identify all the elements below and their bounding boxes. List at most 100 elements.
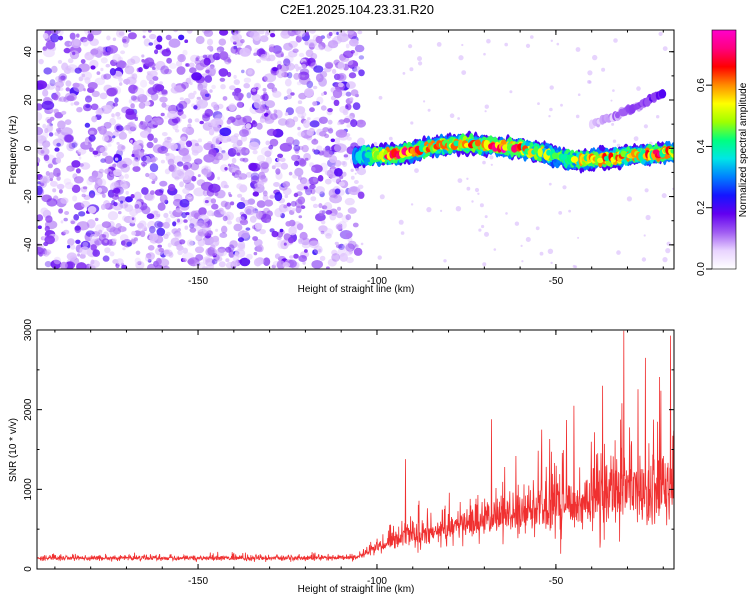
noise-blob <box>300 178 310 187</box>
noise-blob <box>345 105 349 110</box>
track-point <box>453 140 460 147</box>
noise-blob <box>284 78 292 87</box>
noise-speck <box>457 117 460 120</box>
noise-blob <box>306 129 315 136</box>
noise-blob <box>122 42 129 48</box>
noise-blob <box>226 220 232 225</box>
noise-blob <box>78 156 82 160</box>
noise-speck <box>457 178 463 184</box>
noise-blob <box>211 101 218 108</box>
noise-blob <box>42 46 48 52</box>
noise-blob <box>114 97 119 103</box>
noise-blob <box>118 211 122 215</box>
noise-blob <box>73 38 80 46</box>
noise-speck <box>402 72 406 75</box>
noise-blob <box>44 261 52 268</box>
noise-blob <box>234 170 242 175</box>
noise-speck <box>461 43 464 47</box>
noise-blob <box>301 112 307 117</box>
noise-blob <box>318 248 322 253</box>
noise-blob <box>142 30 147 33</box>
noise-blob <box>315 186 325 195</box>
track-point <box>658 89 667 99</box>
noise-blob <box>239 184 248 193</box>
noise-blob <box>44 225 50 232</box>
noise-blob <box>204 200 209 204</box>
noise-blob <box>64 211 70 215</box>
noise-blob <box>133 149 145 158</box>
noise-blob <box>102 193 106 198</box>
noise-blob <box>309 120 320 128</box>
noise-speck <box>484 215 488 219</box>
noise-blob <box>337 121 341 126</box>
noise-speck <box>656 115 660 119</box>
noise-speck <box>377 255 382 260</box>
noise-blob <box>60 261 68 269</box>
noise-blob <box>346 59 354 66</box>
noise-blob <box>63 134 74 143</box>
noise-blob <box>274 208 283 218</box>
noise-blob <box>239 219 249 226</box>
noise-blob <box>120 50 126 55</box>
noise-blob <box>58 35 64 41</box>
spectrogram-panel: -150 -100 -50 -40 -20 0 20 40 Height of straigh… <box>8 29 675 295</box>
noise-blob <box>297 196 306 205</box>
noise-blob <box>90 48 99 55</box>
noise-blob <box>215 256 223 262</box>
noise-blob <box>245 123 252 129</box>
noise-blob <box>207 54 216 64</box>
snr-x-tick-label: -50 <box>549 576 564 587</box>
noise-blob <box>333 99 340 107</box>
spectrogram-x-tick-label: -100 <box>367 276 387 287</box>
noise-blob <box>283 96 288 100</box>
noise-speck <box>535 226 540 231</box>
noise-blob <box>168 38 181 48</box>
noise-blob <box>91 115 98 123</box>
noise-blob <box>249 215 257 223</box>
noise-blob <box>309 107 315 113</box>
noise-blob <box>311 260 324 269</box>
noise-blob <box>130 194 135 199</box>
noise-blob <box>231 157 237 164</box>
noise-blob <box>104 239 108 243</box>
noise-blob <box>329 155 338 164</box>
noise-blob <box>55 157 62 164</box>
noise-blob <box>64 40 72 47</box>
noise-blob <box>159 96 168 103</box>
noise-blob <box>264 150 272 157</box>
noise-blob <box>145 172 150 178</box>
noise-blob <box>123 78 131 85</box>
noise-blob <box>203 168 212 178</box>
track-point <box>551 152 559 160</box>
noise-speck <box>539 251 544 256</box>
noise-blob <box>153 210 159 215</box>
noise-blob <box>189 227 197 233</box>
noise-blob <box>67 58 74 64</box>
noise-blob <box>312 177 318 183</box>
noise-blob <box>114 157 119 161</box>
noise-blob <box>115 258 124 265</box>
noise-blob <box>203 30 214 37</box>
noise-blob <box>105 63 111 68</box>
noise-blob <box>206 38 214 46</box>
noise-blob <box>163 142 167 146</box>
snr-x-tick-label: -100 <box>367 576 387 587</box>
noise-speck <box>575 114 580 119</box>
noise-blob <box>112 238 117 243</box>
noise-blob <box>113 187 121 194</box>
noise-blob <box>112 37 117 42</box>
noise-blob <box>87 206 97 214</box>
noise-blob <box>210 198 217 204</box>
noise-blob <box>67 238 75 246</box>
noise-blob <box>174 85 184 94</box>
noise-blob <box>358 55 365 60</box>
noise-blob <box>308 240 320 249</box>
noise-speck <box>483 52 486 56</box>
noise-blob <box>195 98 204 106</box>
noise-blob <box>144 115 153 124</box>
noise-blob <box>45 40 56 50</box>
track-point <box>560 154 567 160</box>
noise-blob <box>338 181 345 187</box>
noise-blob <box>99 146 108 153</box>
noise-blob <box>163 249 170 255</box>
